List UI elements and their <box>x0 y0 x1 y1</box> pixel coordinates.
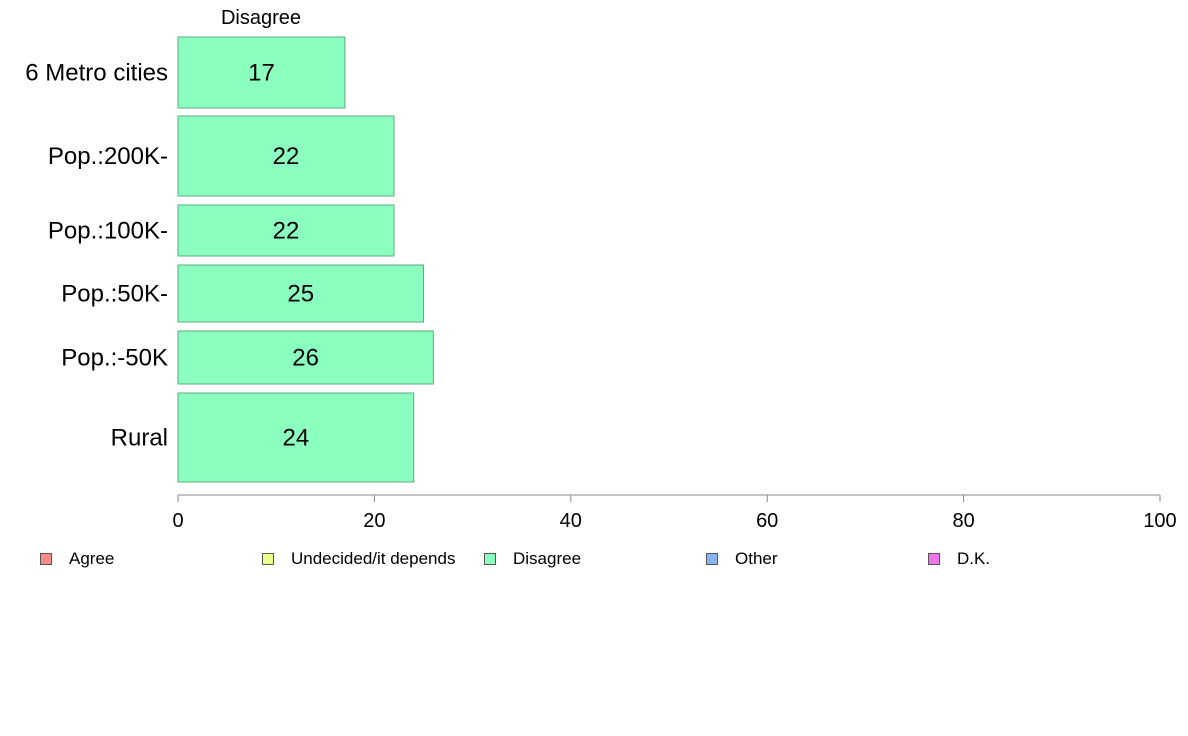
x-axis: 0 20 40 60 80 100 <box>172 494 1177 532</box>
data-label: 24 <box>282 425 309 452</box>
legend-label: Agree <box>69 549 115 568</box>
x-tick-label: 0 <box>172 510 183 532</box>
data-label: 25 <box>287 281 314 308</box>
data-label: 26 <box>292 345 319 372</box>
legend-item: Other <box>706 549 778 569</box>
legend-item: Disagree <box>484 549 581 569</box>
data-label: 17 <box>248 60 275 87</box>
bar <box>177 264 424 323</box>
legend-swatch <box>40 553 52 565</box>
legend-label: D.K. <box>957 549 991 568</box>
bar <box>177 330 434 385</box>
x-tick-label: 40 <box>560 510 582 532</box>
category-label: Pop.:100K- <box>48 218 168 245</box>
legend-swatch <box>706 553 718 565</box>
chart-title: Disagree <box>221 7 301 29</box>
x-tick-label: 20 <box>363 510 385 532</box>
data-label: 22 <box>273 218 300 245</box>
legend-item: D.K. <box>928 549 990 569</box>
legend-item: Agree <box>40 549 114 569</box>
x-tick-label: 60 <box>756 510 778 532</box>
x-tick-label: 100 <box>1143 510 1176 532</box>
legend-label: Undecided/it depends <box>291 549 456 568</box>
legend-swatch <box>262 553 274 565</box>
legend-swatch <box>484 553 496 565</box>
bar <box>177 36 346 109</box>
data-label: 22 <box>273 143 300 170</box>
category-label: Rural <box>111 425 168 452</box>
legend: Agree Undecided/it depends Disagree Other D.… <box>0 549 1188 571</box>
bar <box>177 204 395 257</box>
legend-label: Other <box>735 549 778 568</box>
legend-label: Disagree <box>513 549 582 568</box>
legend-swatch <box>928 553 940 565</box>
bars-group: 17 6 Metro cities 22 Pop.:200K- 22 Pop.:100K-… <box>25 36 434 483</box>
bar <box>177 115 395 197</box>
category-label: Pop.:-50K <box>61 345 168 372</box>
category-label: Pop.:50K- <box>61 281 168 308</box>
x-tick-label: 80 <box>952 510 974 532</box>
bar <box>177 392 415 483</box>
category-label: Pop.:200K- <box>48 143 168 170</box>
legend-item: Undecided/it depends <box>262 549 455 569</box>
category-label: 6 Metro cities <box>25 60 168 87</box>
